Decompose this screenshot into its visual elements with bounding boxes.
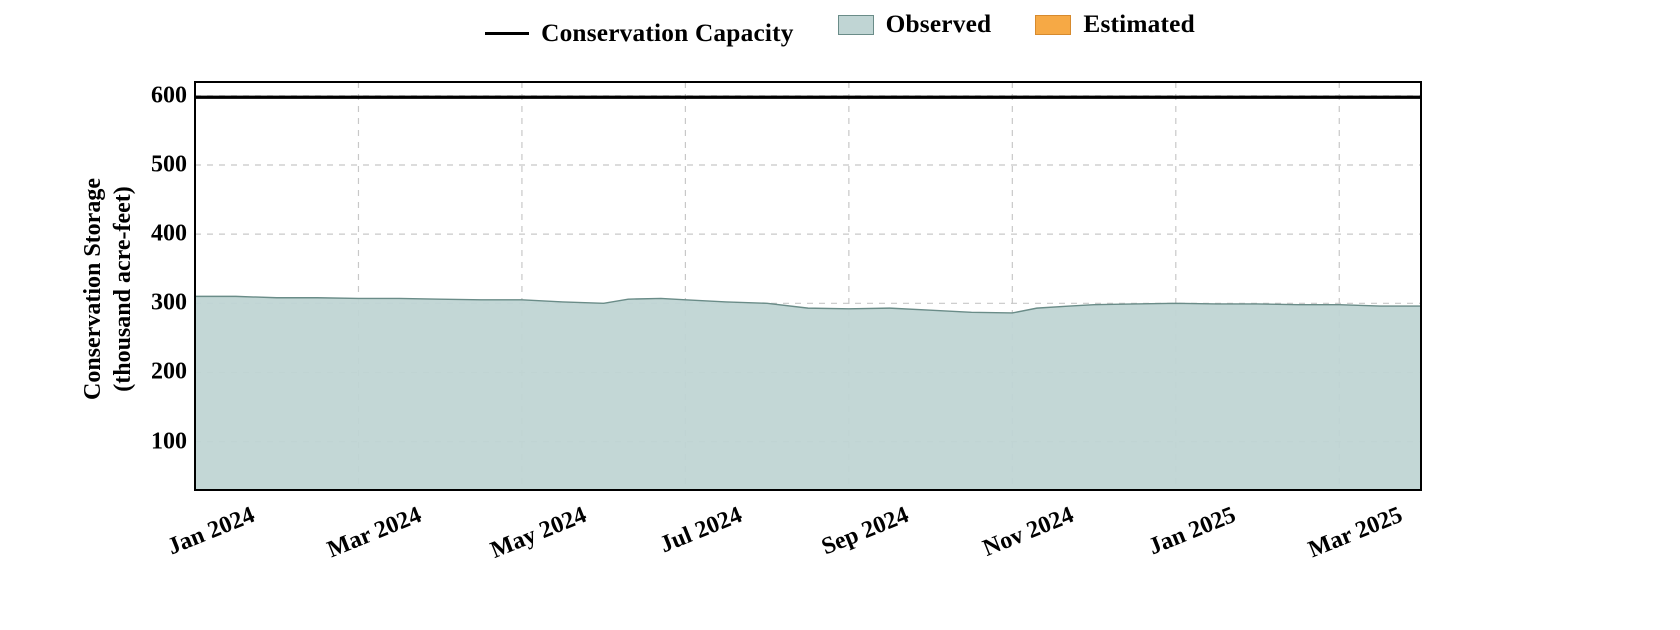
legend-item: Estimated (1035, 10, 1195, 39)
y-axis-label-line1: Conservation Storage (80, 178, 106, 400)
legend-line-icon (485, 32, 529, 35)
y-tick-label: 400 (137, 221, 187, 248)
x-tick-label: Jan 2025 (1145, 502, 1240, 561)
x-tick-label: Jan 2024 (164, 502, 259, 561)
legend-item: Observed (838, 10, 992, 39)
y-tick-label: 100 (137, 428, 187, 455)
y-tick-label: 500 (137, 151, 187, 178)
legend-item: Conservation Capacity (485, 19, 794, 48)
legend: Conservation Capacity Observed Estimated (0, 10, 1680, 48)
legend-label: Conservation Capacity (541, 19, 794, 48)
x-tick-label: Mar 2025 (1305, 502, 1407, 564)
x-tick-label: May 2024 (487, 502, 590, 565)
y-axis-label-line2: (thousand acre-feet) (110, 186, 136, 392)
legend-label: Estimated (1083, 10, 1195, 39)
y-tick-label: 200 (137, 359, 187, 386)
y-axis-label: Conservation Storage (thousand acre-feet… (78, 178, 138, 400)
x-tick-label: Mar 2024 (324, 502, 426, 564)
y-tick-label: 300 (137, 290, 187, 317)
observed-area (195, 296, 1421, 490)
legend-label: Observed (886, 10, 992, 39)
x-tick-label: Nov 2024 (980, 502, 1079, 563)
legend-swatch-icon (1035, 15, 1071, 35)
x-tick-label: Jul 2024 (657, 502, 747, 559)
legend-swatch-icon (838, 15, 874, 35)
plot-area (195, 82, 1421, 490)
y-tick-label: 600 (137, 82, 187, 109)
x-tick-label: Sep 2024 (818, 502, 913, 561)
chart-container: Conservation Capacity Observed Estimated C… (0, 0, 1680, 630)
